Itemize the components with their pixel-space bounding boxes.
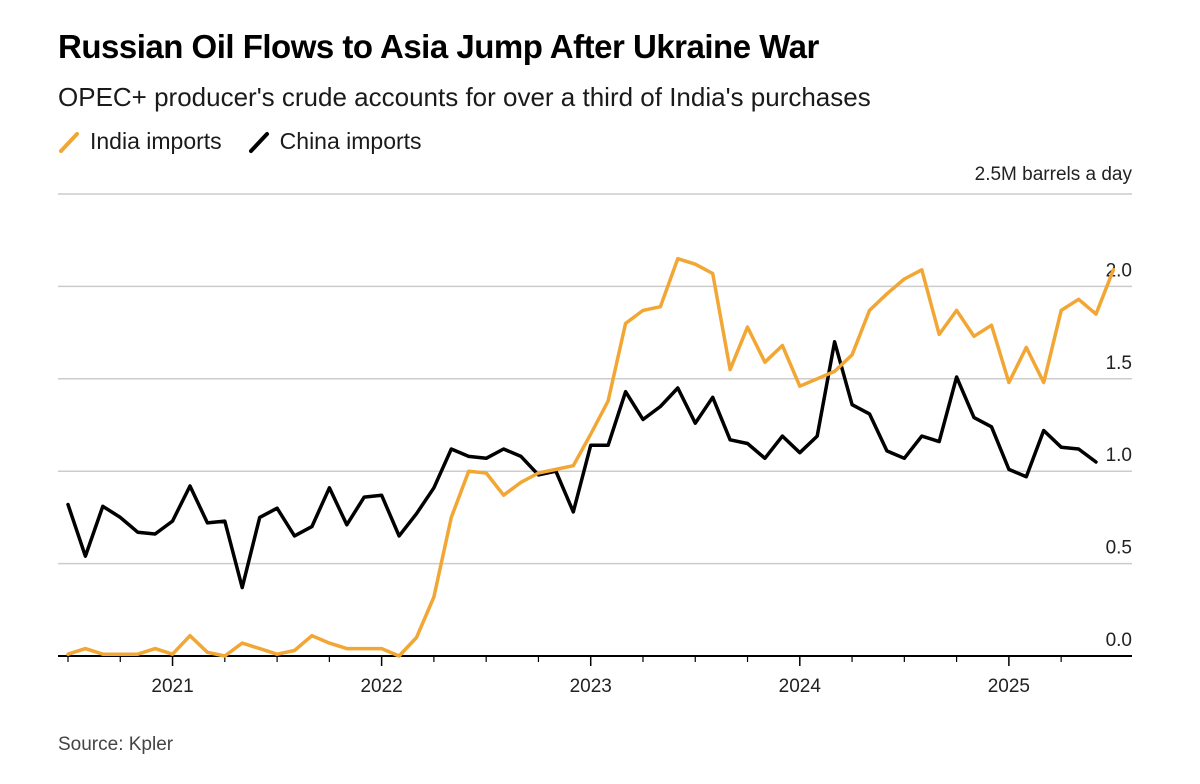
source-note: Source: Kpler <box>58 734 174 755</box>
legend-label-china: China imports <box>279 128 422 154</box>
legend-swatch-india-icon <box>59 131 79 153</box>
y-tick-label: 1.0 <box>1106 445 1132 466</box>
x-tick-label: 2024 <box>779 676 822 697</box>
x-tick-label: 2021 <box>151 676 193 697</box>
x-tick-label: 2023 <box>570 676 612 697</box>
chart-subtitle: OPEC+ producer's crude accounts for over… <box>58 82 871 112</box>
y-tick-label: 0.5 <box>1106 538 1132 559</box>
x-tick-label: 2025 <box>988 676 1030 697</box>
x-tick-label: 2022 <box>360 676 402 697</box>
series-line-china <box>66 340 1098 590</box>
chart-legend: India imports China imports <box>58 128 448 155</box>
legend-swatch-china-icon <box>248 131 269 153</box>
chart-title: Russian Oil Flows to Asia Jump After Ukr… <box>58 28 819 65</box>
legend-item-india: India imports <box>58 128 222 155</box>
legend-item-china: China imports <box>248 128 422 155</box>
legend-label-india: India imports <box>90 128 222 154</box>
y-tick-label: 1.5 <box>1106 353 1132 374</box>
series-line-india <box>66 256 1116 658</box>
y-unit-label: 2.5M barrels a day <box>975 164 1133 185</box>
y-tick-label: 0.0 <box>1106 630 1132 651</box>
